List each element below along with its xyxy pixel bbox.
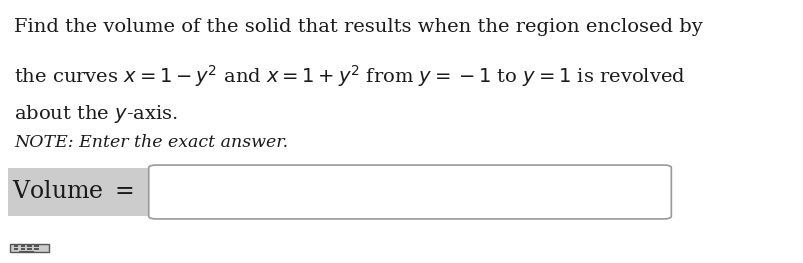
FancyBboxPatch shape bbox=[14, 245, 18, 247]
FancyBboxPatch shape bbox=[149, 165, 671, 219]
FancyBboxPatch shape bbox=[34, 245, 39, 247]
FancyBboxPatch shape bbox=[10, 244, 49, 252]
FancyBboxPatch shape bbox=[21, 248, 26, 250]
Text: Volume $=$: Volume $=$ bbox=[12, 180, 134, 204]
Text: NOTE: Enter the exact answer.: NOTE: Enter the exact answer. bbox=[14, 134, 288, 151]
FancyBboxPatch shape bbox=[14, 248, 18, 250]
Text: about the $y$-axis.: about the $y$-axis. bbox=[14, 103, 178, 125]
FancyBboxPatch shape bbox=[21, 245, 26, 247]
Text: Find the volume of the solid that results when the region enclosed by: Find the volume of the solid that result… bbox=[14, 18, 703, 36]
FancyBboxPatch shape bbox=[34, 248, 39, 250]
FancyBboxPatch shape bbox=[27, 245, 32, 247]
FancyBboxPatch shape bbox=[19, 251, 34, 252]
FancyBboxPatch shape bbox=[8, 168, 157, 216]
Text: the curves $x = 1 - y^2$ and $x = 1 + y^2$ from $y = -1$ to $y = 1$ is revolved: the curves $x = 1 - y^2$ and $x = 1 + y^… bbox=[14, 63, 685, 89]
FancyBboxPatch shape bbox=[27, 248, 32, 250]
